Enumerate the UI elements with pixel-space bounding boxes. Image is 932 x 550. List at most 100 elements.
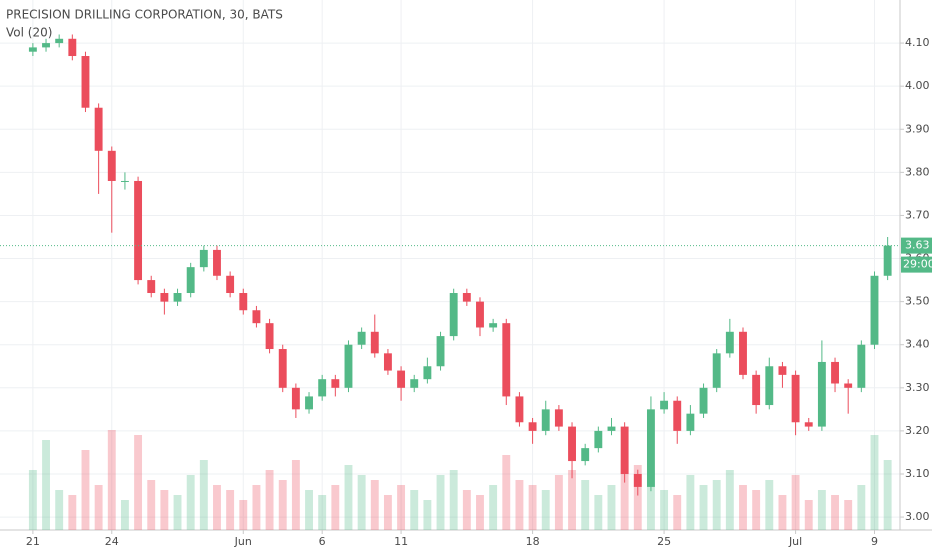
volume-bar	[857, 485, 866, 530]
candle-body	[291, 387, 300, 410]
volume-bar	[68, 495, 77, 530]
candle-body	[633, 473, 642, 487]
candle-body	[489, 323, 498, 328]
y-tick-label: 4.00	[905, 79, 930, 92]
y-tick-label: 3.90	[905, 122, 930, 135]
y-tick-label: 4.10	[905, 36, 930, 49]
candle-body	[239, 293, 248, 311]
volume-bar	[410, 490, 419, 530]
volume-bar	[646, 470, 655, 530]
volume-bar	[462, 490, 471, 530]
candle-body	[397, 370, 406, 388]
candle-body	[778, 366, 787, 375]
candle-body	[725, 331, 734, 354]
x-tick-label: 11	[394, 535, 408, 548]
volume-bar	[397, 485, 406, 530]
volume-bar	[515, 480, 524, 530]
volume-label: Vol (20)	[6, 26, 52, 40]
candle-body	[686, 413, 695, 431]
volume-bar	[752, 490, 761, 530]
volume-bar	[476, 495, 484, 530]
candle-body	[791, 374, 800, 423]
candle-body	[423, 366, 432, 380]
volume-bar	[55, 490, 64, 530]
candle-body	[620, 426, 629, 474]
candle-body	[410, 379, 419, 388]
candle-body	[370, 331, 379, 354]
candle-body	[765, 366, 774, 406]
volume-bar	[265, 470, 274, 530]
candle-body	[817, 361, 826, 427]
volume-bar	[712, 480, 721, 530]
volume-bar	[686, 475, 695, 530]
y-tick-label: 3.20	[905, 424, 930, 437]
candle-body	[160, 293, 169, 302]
candle-body	[278, 349, 287, 388]
chart-title: PRECISION DRILLING CORPORATION, 30, BATS	[6, 8, 283, 22]
y-tick-label: 3.00	[905, 510, 930, 523]
y-tick-label: 3.50	[905, 295, 930, 308]
volume-bar	[594, 495, 603, 530]
volume-bar	[252, 485, 261, 530]
candle-body	[55, 38, 64, 44]
volume-bar	[134, 435, 143, 530]
volume-bar	[804, 500, 813, 530]
volume-bar	[620, 460, 629, 530]
y-tick-label: 3.70	[905, 208, 930, 221]
candle-body	[265, 323, 274, 350]
volume-bar	[423, 500, 432, 530]
candle-body	[94, 107, 103, 151]
volume-bar	[186, 475, 195, 530]
volume-bar	[844, 500, 853, 530]
volume-bar	[28, 470, 37, 530]
volume-bar	[318, 495, 327, 530]
volume-bar	[81, 450, 90, 530]
volume-bar	[383, 495, 392, 530]
x-tick-label: Jul	[788, 535, 802, 548]
candle-body	[252, 310, 261, 324]
candle-body	[449, 293, 458, 337]
candle-body	[344, 344, 353, 388]
volume-bar	[502, 455, 511, 530]
y-tick-label: 3.30	[905, 381, 930, 394]
volume-bar	[173, 495, 182, 530]
candle-body	[752, 374, 761, 406]
candle-body	[81, 56, 90, 108]
y-tick-label: 3.40	[905, 338, 930, 351]
last-price-label: 3.63	[905, 239, 930, 252]
volume-bar	[357, 475, 366, 530]
volume-bar	[633, 465, 642, 530]
volume-bar	[160, 490, 169, 530]
candle-body	[541, 409, 550, 431]
candle-body	[699, 387, 708, 414]
candle-body	[134, 180, 143, 281]
volume-bar	[581, 480, 590, 530]
candle-body	[568, 426, 576, 462]
x-tick-label: 25	[657, 535, 671, 548]
x-tick-label: 24	[105, 535, 119, 548]
candle-body	[804, 422, 813, 427]
candle-body	[107, 150, 116, 181]
candle-body	[581, 448, 590, 462]
volume-bar	[541, 490, 550, 530]
volume-bar	[199, 460, 208, 530]
candle-body	[68, 38, 77, 57]
volume-bar	[278, 480, 287, 530]
candle-body	[857, 344, 866, 388]
x-tick-label: Jun	[234, 535, 252, 548]
volume-bar	[739, 485, 747, 530]
candle-body	[831, 361, 839, 384]
volume-bar	[291, 460, 300, 530]
y-tick-label: 3.80	[905, 165, 930, 178]
candle-body	[883, 245, 892, 276]
y-tick-label: 3.10	[905, 467, 930, 480]
candle-body	[331, 379, 340, 388]
volume-bar	[607, 485, 616, 530]
x-tick-label: 21	[26, 535, 40, 548]
candle-body	[147, 280, 156, 294]
countdown-label: 29:00	[903, 258, 932, 271]
volume-bar	[817, 490, 826, 530]
volume-bar	[725, 470, 734, 530]
volume-bar	[436, 475, 445, 530]
